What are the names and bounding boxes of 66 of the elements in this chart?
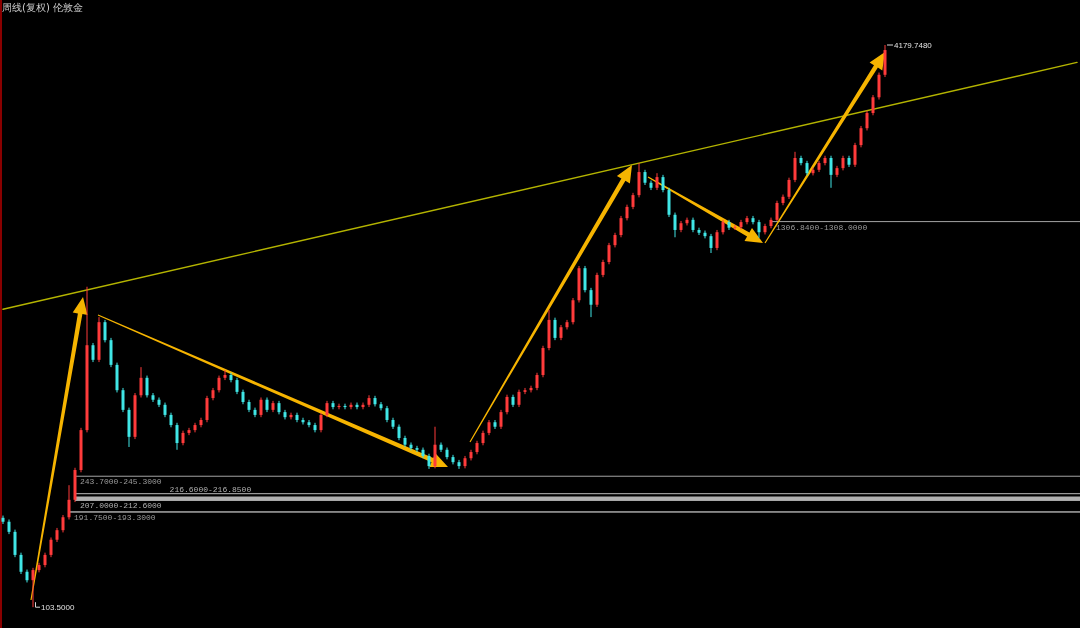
candlestick <box>49 536 53 558</box>
candlestick <box>1 515 5 525</box>
candlestick <box>553 317 557 341</box>
candlestick <box>637 162 641 198</box>
candlestick <box>583 265 587 293</box>
candlestick <box>685 217 689 226</box>
candlestick <box>121 387 125 413</box>
candlestick <box>379 401 383 411</box>
candlestick <box>139 366 143 398</box>
candlestick <box>751 215 755 225</box>
candlestick <box>337 403 341 410</box>
candlestick <box>31 567 35 608</box>
candlestick <box>787 177 791 200</box>
candlestick <box>259 397 263 418</box>
candlestick <box>853 142 857 168</box>
candlestick <box>145 375 149 398</box>
candlestick <box>703 230 707 239</box>
candlestick <box>793 151 797 183</box>
candlestick <box>13 529 17 558</box>
candlestick <box>67 484 71 520</box>
candlestick <box>589 287 593 318</box>
candlestick <box>859 125 863 148</box>
candlestick <box>877 72 881 101</box>
candlestick <box>157 397 161 408</box>
candlestick <box>871 94 875 116</box>
candlestick <box>433 426 437 469</box>
candlestick <box>415 445 419 453</box>
candlestick <box>709 233 713 254</box>
band-label: 207.0000-212.6000 <box>80 501 162 511</box>
candlestick <box>745 215 749 225</box>
candlestick <box>715 229 719 251</box>
candlestick <box>103 319 107 343</box>
candlestick <box>733 224 737 231</box>
candlestick <box>343 403 347 410</box>
band-label: 216.6000-216.8500 <box>169 485 252 495</box>
candlestick <box>205 395 209 423</box>
candlestick <box>619 215 623 238</box>
candlestick <box>319 412 323 433</box>
candlestick <box>523 387 527 395</box>
candlestick <box>865 110 869 131</box>
candlestick <box>307 419 311 428</box>
candlestick <box>409 441 413 451</box>
candlestick <box>223 369 227 381</box>
candlestick <box>499 409 503 430</box>
candlestick <box>457 459 461 470</box>
candlestick <box>187 427 191 436</box>
candlestick <box>811 167 815 176</box>
band-label: 191.7500-193.3000 <box>74 513 156 523</box>
candlestick <box>571 297 575 325</box>
annotation: 4179.7480 <box>894 40 933 50</box>
candlestick <box>505 394 509 415</box>
candlestick <box>673 212 677 238</box>
band-label: 243.7000-245.3000 <box>80 477 162 487</box>
candlestick <box>697 227 701 236</box>
annotation: 103.5000 <box>41 603 75 612</box>
band-label: 1306.8400-1308.0000 <box>776 222 868 232</box>
candlestick <box>19 552 23 575</box>
candlestick <box>439 441 443 453</box>
candlestick <box>91 342 95 363</box>
candlestick <box>649 179 653 191</box>
candlestick <box>829 155 833 189</box>
candlestick <box>331 400 335 410</box>
candlestick <box>175 422 179 451</box>
candlestick <box>607 242 611 265</box>
chart-title: 周线(复权) 伦敦金 <box>2 2 83 13</box>
candlestick <box>775 200 779 222</box>
